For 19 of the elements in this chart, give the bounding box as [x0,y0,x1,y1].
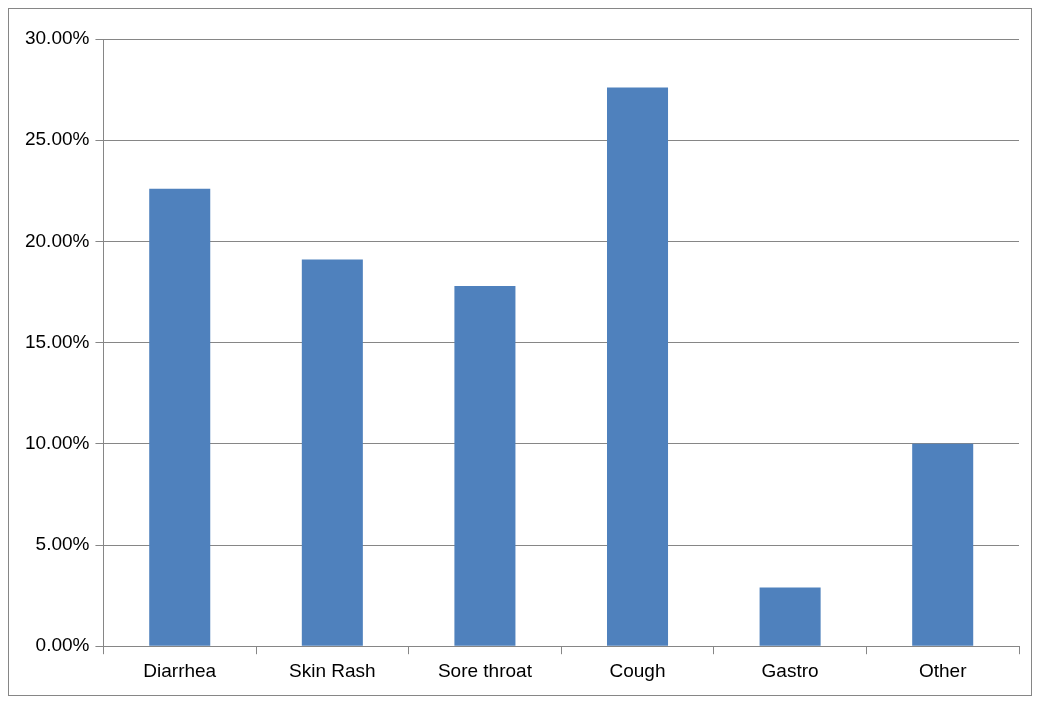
y-tick-label: 25.00% [24,128,90,150]
y-tick-label: 20.00% [24,229,90,251]
x-tick-label: Other [918,659,968,681]
bar [301,259,363,646]
x-tick-label: Gastro [761,659,819,681]
x-tick-label: Cough [609,659,666,681]
y-tick-label: 15.00% [24,330,90,352]
y-tick-label: 0.00% [35,634,90,656]
bar [912,443,974,646]
y-tick-label: 30.00% [24,27,90,49]
x-tick-label: Skin Rash [289,659,376,681]
y-tick-label: 10.00% [24,432,90,454]
bar [759,587,821,646]
x-tick-label: Diarrhea [143,659,217,681]
bar [149,188,211,646]
y-tick-label: 5.00% [35,533,90,555]
x-tick-label: Sore throat [437,659,533,681]
bar [454,285,516,646]
bar [607,87,669,646]
